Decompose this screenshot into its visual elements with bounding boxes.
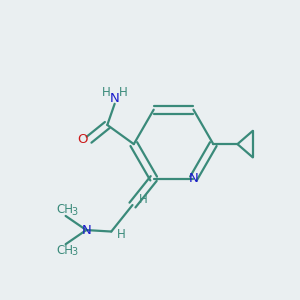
Text: H: H: [101, 86, 110, 99]
Text: H: H: [119, 86, 128, 99]
Text: 3: 3: [71, 206, 77, 217]
Text: N: N: [110, 92, 119, 105]
Text: H: H: [117, 228, 126, 241]
Text: 3: 3: [71, 248, 77, 257]
Text: O: O: [77, 133, 88, 146]
Text: N: N: [81, 224, 91, 237]
Text: CH: CH: [57, 244, 74, 257]
Text: CH: CH: [57, 203, 74, 216]
Text: N: N: [189, 172, 198, 185]
Text: H: H: [139, 193, 148, 206]
